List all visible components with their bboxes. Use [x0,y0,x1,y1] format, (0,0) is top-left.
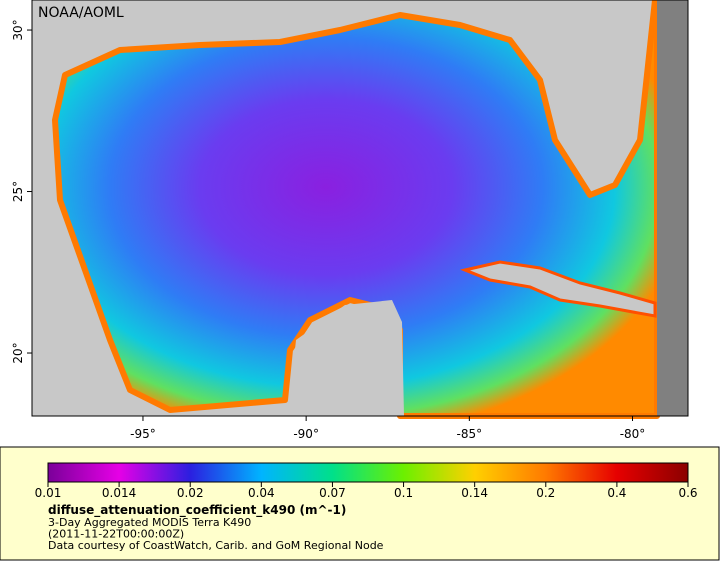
axes: -95° -90° -85° -80° 30° 25° 20° [11,19,645,441]
colorbar-tick-label: 0.01 [35,486,62,500]
no-data [657,0,688,416]
legend-line: Data courtesy of CoastWatch, Carib. and … [48,539,384,552]
map-frame [31,0,689,417]
credit: NOAA/AOML [38,5,124,21]
map: NOAA/AOML [31,0,689,419]
colorbar-tick-label: 0.6 [678,486,697,500]
y-tick-label: 25° [11,181,25,202]
colorbar-tick-label: 0.2 [536,486,555,500]
colorbar-tick-label: 0.014 [102,486,136,500]
colorbar-tick-label: 0.4 [607,486,626,500]
colorbar-tick-label: 0.1 [394,486,413,500]
y-tick-label: 20° [11,342,25,363]
cuba [459,260,657,318]
colorbar-tick-label: 0.02 [177,486,204,500]
legend-title: diffuse_attenuation_coefficient_k490 (m^… [48,503,346,518]
colorbar-tick-label: 0.14 [461,486,488,500]
colorbar-tick-label: 0.04 [248,486,275,500]
x-tick-label: -80° [620,427,646,441]
yucatan [288,300,404,416]
legend-lines: 3-Day Aggregated MODIS Terra K490(2011-1… [48,516,384,552]
colorbar [47,462,689,483]
x-tick-label: -90° [293,427,319,441]
y-tick-label: 30° [11,19,25,40]
x-tick-label: -95° [130,427,156,441]
x-tick-label: -85° [457,427,483,441]
colorbar-tick-label: 0.07 [319,486,346,500]
legend-line: 3-Day Aggregated MODIS Terra K490 [48,516,251,529]
legend-line: (2011-11-22T00:00:00Z) [48,528,184,541]
